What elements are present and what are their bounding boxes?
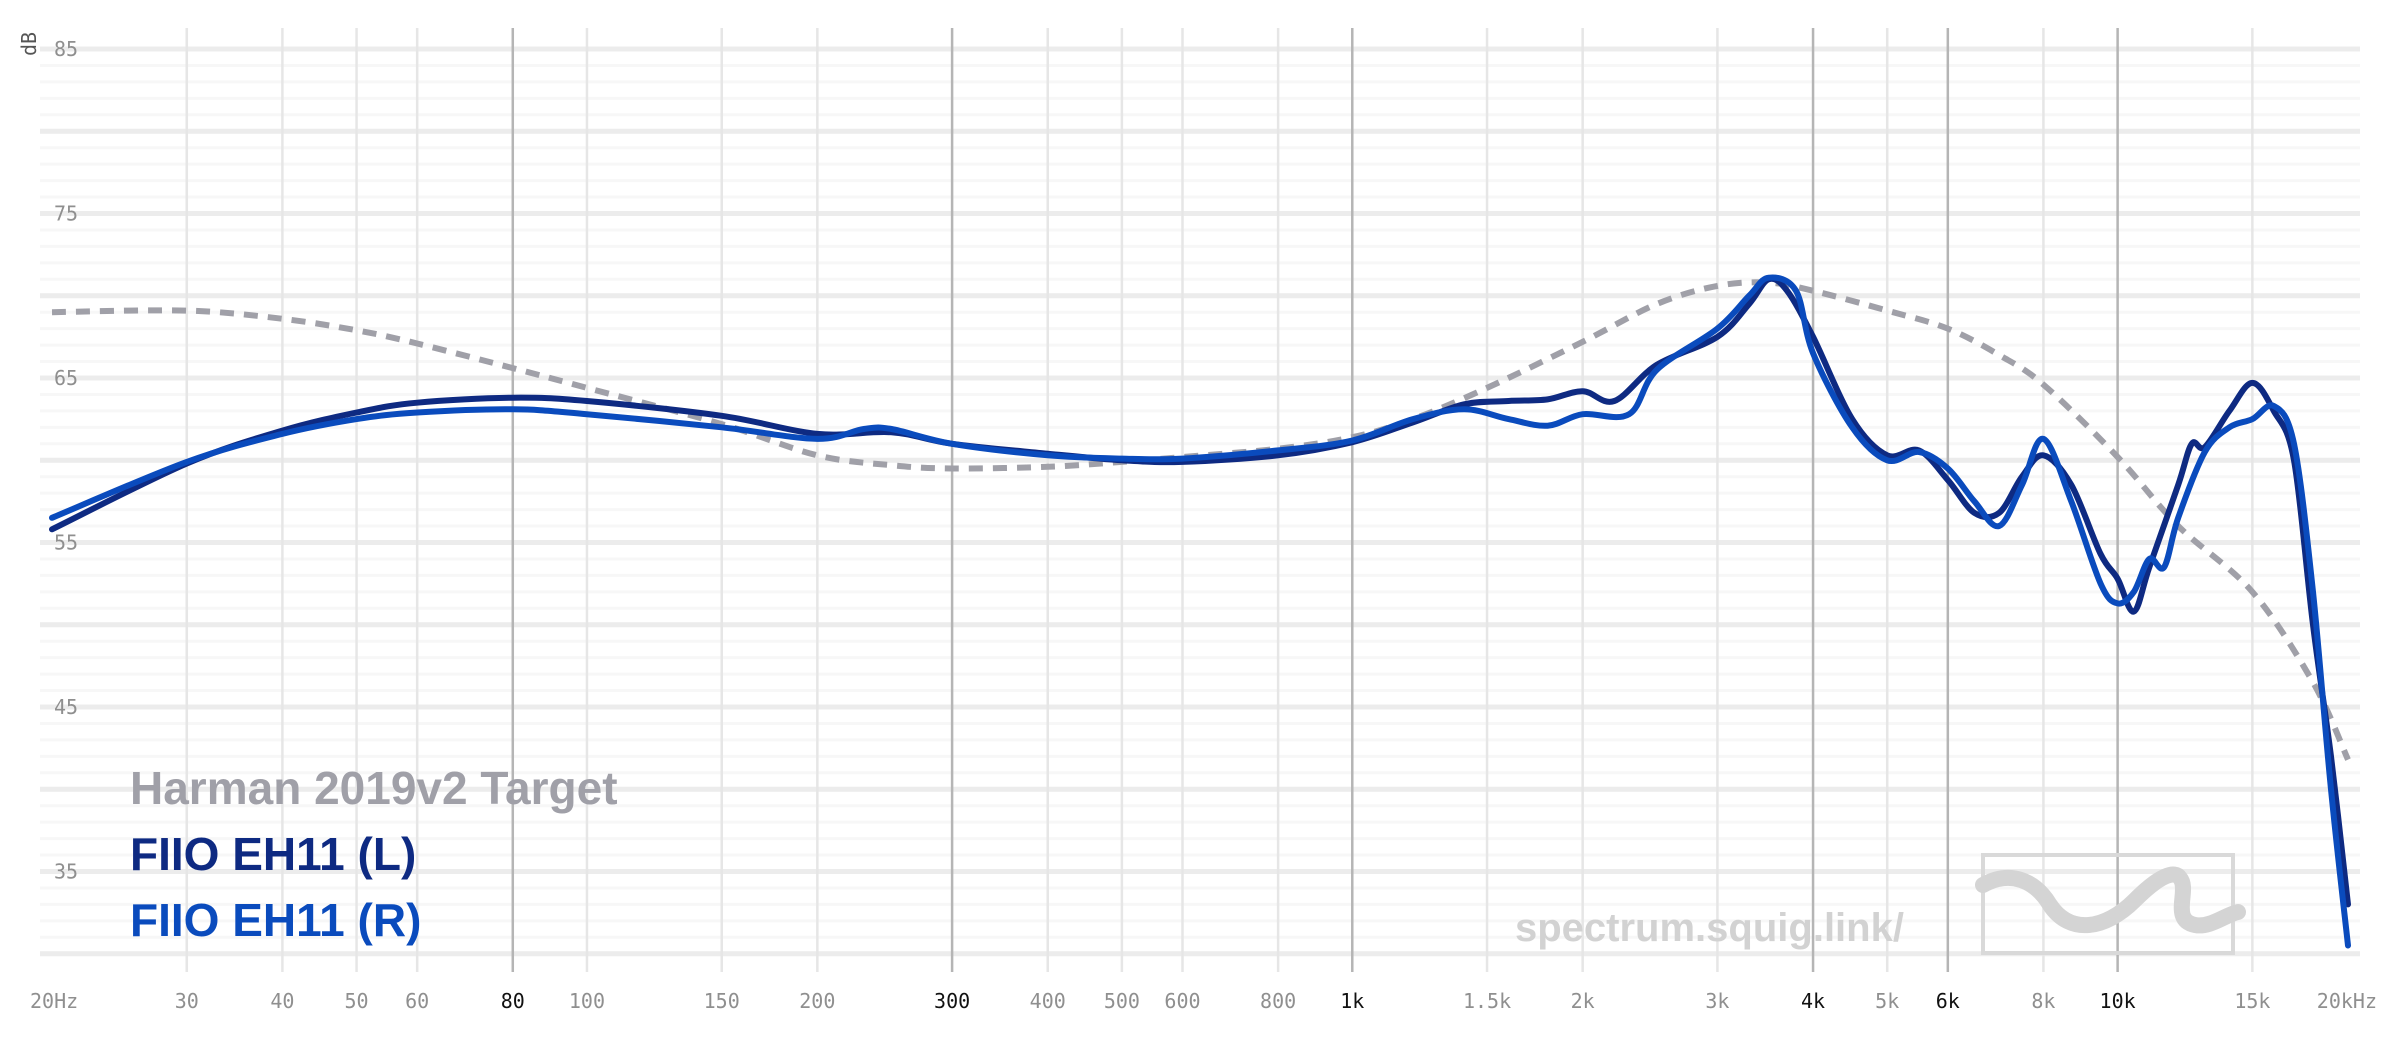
y-axis-label: dB [17,32,41,56]
legend-entry-target: Harman 2019v2 Target [130,762,618,814]
x-tick-label: 200 [799,989,835,1013]
x-tick-label: 8k [2031,989,2055,1013]
x-tick-label: 10k [2100,989,2136,1013]
y-tick-label: 75 [54,202,78,226]
watermark: spectrum.squig.link/ [1515,853,2246,955]
legend: Harman 2019v2 Target FIIO EH11 (L) FIIO EH… [130,762,618,946]
minor-gridlines [40,46,2360,957]
x-tick-label: 5k [1875,989,1899,1013]
y-tick-label: 55 [54,531,78,555]
x-tick-label: 1k [1340,989,1364,1013]
x-tick-label: 6k [1936,989,1960,1013]
x-tick-label: 1.5k [1463,989,1511,1013]
x-tick-label: 20kHz [2317,989,2377,1013]
legend-entry-right: FIIO EH11 (R) [130,894,421,946]
watermark-text: spectrum.squig.link/ [1515,906,1904,950]
x-tick-label: 3k [1705,989,1729,1013]
x-tick-label: 30 [175,989,199,1013]
y-tick-label: 45 [54,695,78,719]
x-tick-label: 500 [1104,989,1140,1013]
x-gridlines [185,28,2254,972]
x-tick-label: 20Hz [30,989,78,1013]
x-tick-label: 600 [1164,989,1200,1013]
y-tick-label: 85 [54,37,78,61]
y-tick-label: 35 [54,860,78,884]
x-tick-labels: 20Hz 30 40 50 60 80 100 150 200 300 400 500 600 800 1k… [30,989,2377,1013]
x-tick-label: 100 [569,989,605,1013]
x-tick-label: 400 [1030,989,1066,1013]
x-tick-label: 80 [501,989,525,1013]
y-tick-label: 65 [54,366,78,390]
x-tick-label: 60 [405,989,429,1013]
squiggle-logo-icon [1975,853,2246,955]
x-tick-label: 2k [1571,989,1595,1013]
legend-entry-left: FIIO EH11 (L) [130,828,416,880]
x-tick-label: 4k [1801,989,1825,1013]
x-tick-label: 15k [2234,989,2270,1013]
y-tick-labels: 85 75 65 55 45 35 [54,37,78,884]
x-tick-label: 50 [345,989,369,1013]
fiio-eh11-right-curve [49,274,2351,949]
x-tick-label: 800 [1260,989,1296,1013]
harman-target-curve [51,279,2351,761]
x-tick-label: 300 [934,989,970,1013]
curves [49,274,2351,949]
x-tick-label: 40 [270,989,294,1013]
x-tick-label: 150 [704,989,740,1013]
